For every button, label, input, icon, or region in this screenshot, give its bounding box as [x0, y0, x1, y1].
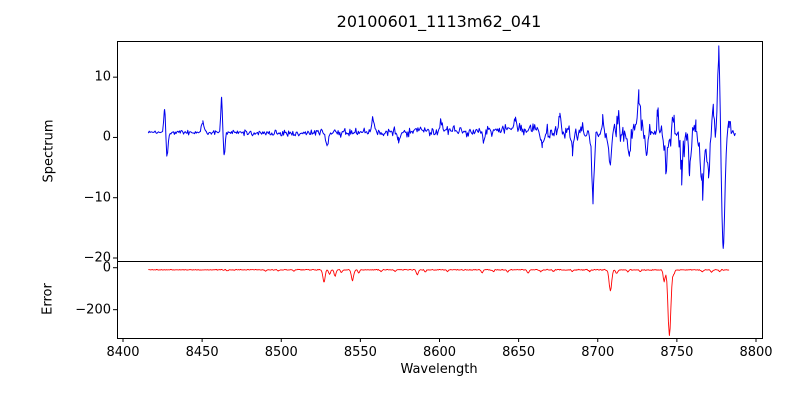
x-tick-label: 8500 — [264, 345, 298, 360]
spectrum-y-tick-label: −10 — [83, 190, 111, 206]
chart-title: 20100601_1113m62_041 — [336, 12, 542, 31]
error-y-tick-label: −200 — [75, 302, 111, 318]
error-y-axis-label: Error — [40, 283, 56, 315]
x-tick-label: 8450 — [185, 345, 219, 360]
spectrum-axes-border — [117, 41, 763, 262]
x-axis-label: Wavelength — [400, 362, 478, 377]
error-line — [148, 268, 730, 336]
spectrum-line — [147, 45, 736, 249]
spectrum-y-tick-label: 0 — [102, 129, 111, 145]
error-y-tick-label: 0 — [102, 260, 111, 276]
x-tick-label: 8750 — [660, 345, 694, 360]
x-tick-label: 8600 — [422, 345, 457, 360]
x-tick-label: 8400 — [106, 345, 140, 360]
error-axes-border — [117, 261, 763, 339]
x-tick-label: 8550 — [343, 345, 377, 360]
x-tick-label: 8700 — [581, 345, 615, 360]
spectrum-y-axis-label: Spectrum — [41, 119, 57, 183]
spectrum-y-tick-label: 10 — [94, 69, 111, 85]
spectrum-y-tick-label: −20 — [83, 250, 111, 266]
x-tick-label: 8800 — [739, 345, 773, 360]
x-tick-label: 8650 — [502, 345, 536, 360]
